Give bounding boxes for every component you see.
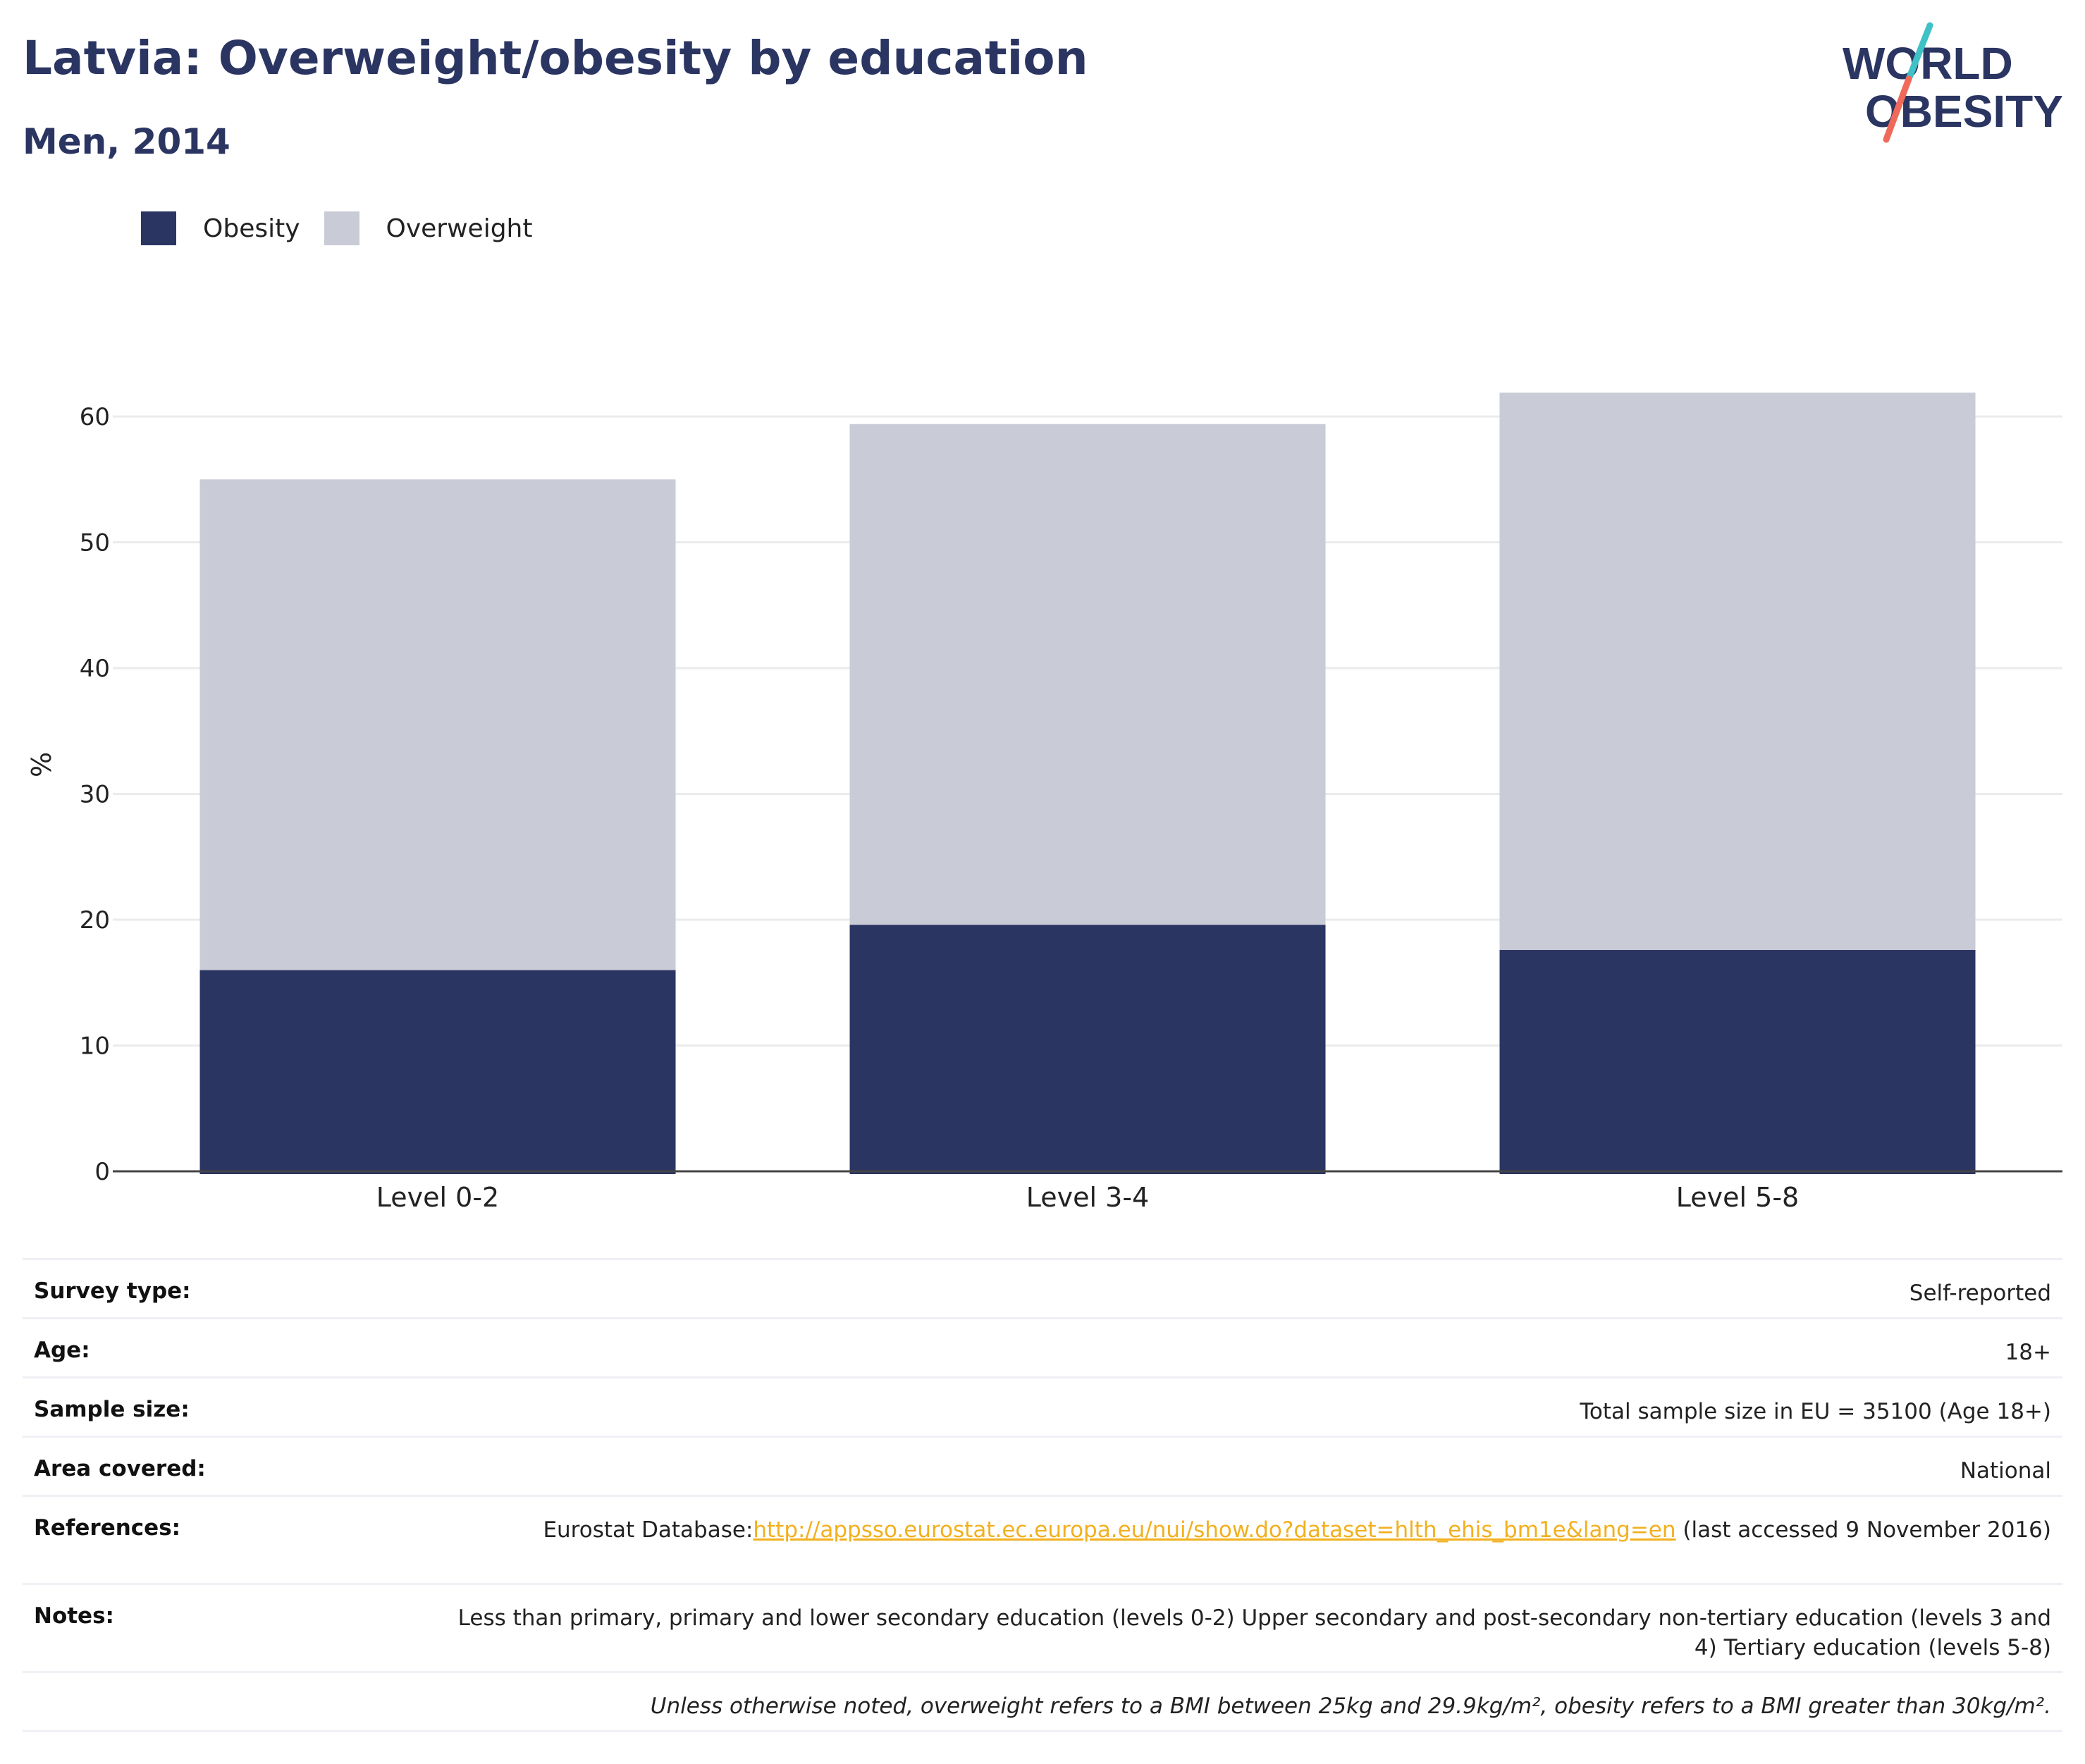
y-tick-labels: 0 10 20 30 40 50 60 <box>80 403 110 1186</box>
info-label-notes: Notes: <box>34 1603 114 1629</box>
bar-overweight-level-0-2[interactable] <box>199 479 676 970</box>
y-tick-label: 10 <box>80 1032 110 1061</box>
info-value-notes: Less than primary, primary and lower sec… <box>457 1605 2051 1660</box>
y-axis-title: % <box>26 752 57 777</box>
references-suffix: (last accessed 9 November 2016) <box>1675 1517 2051 1543</box>
world-obesity-logo: WORLD OBESITY <box>1843 22 2063 143</box>
info-label-sample-size: Sample size: <box>34 1397 190 1422</box>
info-label-age: Age: <box>34 1338 90 1363</box>
stacked-bar-chart: 0 10 20 30 40 50 60 Level 0-2 Level 3-4 Level 5-… <box>26 393 2062 1213</box>
bar-overweight-level-3-4[interactable] <box>849 424 1326 925</box>
y-tick-label: 50 <box>80 529 110 557</box>
legend-swatch-overweight <box>324 211 359 245</box>
bar-overweight-level-5-8[interactable] <box>1499 393 1976 950</box>
legend-label-overweight: Overweight <box>386 214 533 243</box>
bar-obesity-level-5-8[interactable] <box>1499 949 1976 1174</box>
info-value-survey-type: Self-reported <box>1909 1281 2051 1306</box>
info-row-footnote: Unless otherwise noted, overweight refer… <box>23 1671 2062 1730</box>
table-bottom-border <box>23 1730 2062 1732</box>
y-tick-label: 60 <box>80 403 110 431</box>
info-value-references: Eurostat Database:http://appsso.eurostat… <box>543 1515 2051 1545</box>
chart-legend: Obesity Overweight <box>141 210 556 247</box>
y-tick-label: 0 <box>94 1158 110 1186</box>
info-row-notes: Notes: Less than primary, primary and lo… <box>23 1583 2062 1671</box>
survey-info-table: Survey type: Self-reported Age: 18+ Samp… <box>23 1258 2062 1732</box>
x-tick-label: Level 0-2 <box>376 1182 499 1213</box>
logo-slash-teal <box>1905 22 1933 82</box>
info-value-area-covered: National <box>1960 1458 2051 1484</box>
info-row-references: References: Eurostat Database:http://app… <box>23 1495 2062 1583</box>
info-label-area-covered: Area covered: <box>34 1456 206 1481</box>
bmi-definition-footnote: Unless otherwise noted, overweight refer… <box>650 1694 2051 1719</box>
legend-label-obesity: Obesity <box>203 214 300 243</box>
bar-obesity-level-3-4[interactable] <box>849 925 1326 1174</box>
info-row-area-covered: Area covered: National <box>23 1436 2062 1495</box>
info-value-age: 18+ <box>2005 1340 2051 1365</box>
logo-slash-coral <box>1883 75 1912 143</box>
x-tick-labels: Level 0-2 Level 3-4 Level 5-8 <box>376 1182 1799 1213</box>
bar-obesity-level-0-2[interactable] <box>199 970 676 1174</box>
bars <box>199 393 1976 1174</box>
info-row-survey-type: Survey type: Self-reported <box>23 1258 2062 1317</box>
references-link[interactable]: http://appsso.eurostat.ec.europa.eu/nui/… <box>753 1517 1676 1543</box>
info-label-references: References: <box>34 1515 181 1541</box>
y-tick-label: 30 <box>80 781 110 809</box>
x-tick-label: Level 5-8 <box>1676 1182 1799 1213</box>
references-prefix: Eurostat Database: <box>543 1517 754 1543</box>
chart-title: Latvia: Overweight/obesity by education <box>23 31 1088 85</box>
info-row-sample-size: Sample size: Total sample size in EU = 3… <box>23 1376 2062 1436</box>
logo-word-world: WORLD <box>1843 38 2013 89</box>
y-tick-label: 40 <box>80 655 110 683</box>
info-label-survey-type: Survey type: <box>34 1278 191 1304</box>
info-value-sample-size: Total sample size in EU = 35100 (Age 18+… <box>1580 1399 2051 1424</box>
y-tick-label: 20 <box>80 906 110 935</box>
legend-swatch-obesity <box>141 211 176 245</box>
chart-subtitle: Men, 2014 <box>23 121 230 162</box>
info-row-age: Age: 18+ <box>23 1317 2062 1376</box>
legend-item-obesity[interactable]: Obesity <box>141 211 300 245</box>
x-tick-label: Level 3-4 <box>1026 1182 1149 1213</box>
legend-item-overweight[interactable]: Overweight <box>324 211 533 245</box>
